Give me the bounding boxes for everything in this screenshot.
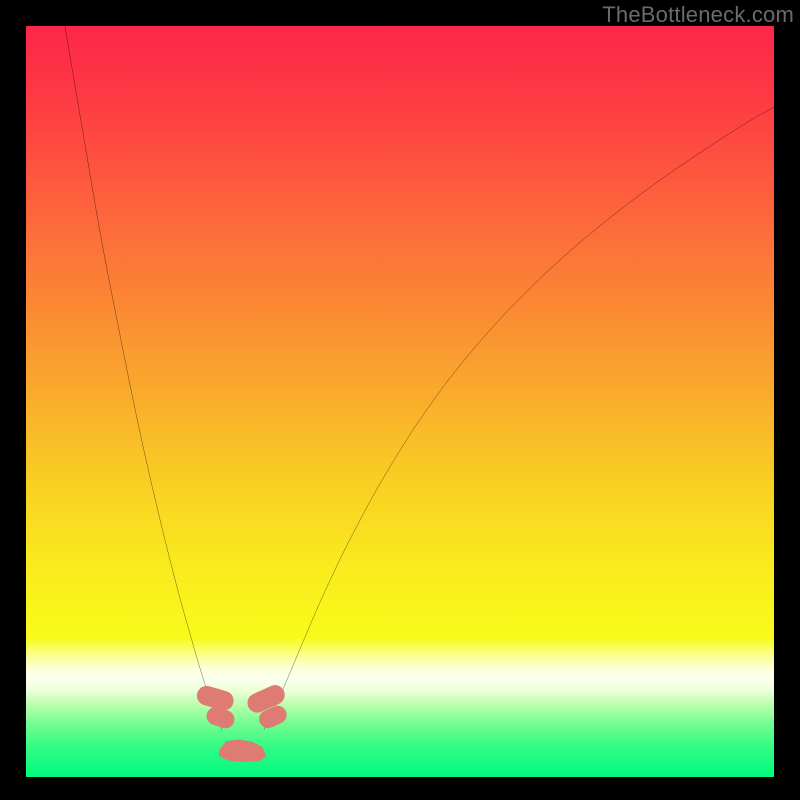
valley-blob-marker (219, 739, 266, 762)
curve-layer (26, 26, 774, 777)
chart-frame: TheBottleneck.com (0, 0, 800, 800)
curve-right-branch (264, 107, 774, 730)
watermark-text: TheBottleneck.com (602, 2, 794, 28)
curve-marker (204, 705, 237, 731)
plot-area (26, 26, 774, 777)
curve-left-branch (65, 26, 222, 730)
